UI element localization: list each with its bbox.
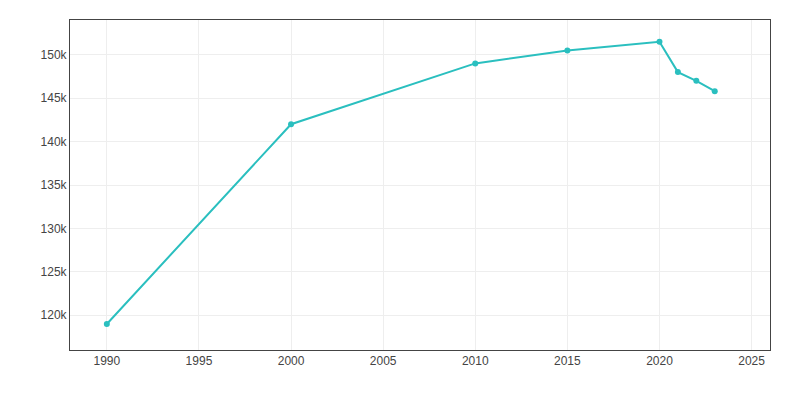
svg-text:2020: 2020 bbox=[646, 354, 673, 368]
svg-text:1990: 1990 bbox=[93, 354, 120, 368]
svg-text:2015: 2015 bbox=[554, 354, 581, 368]
svg-text:2005: 2005 bbox=[370, 354, 397, 368]
svg-text:2010: 2010 bbox=[462, 354, 489, 368]
svg-text:2000: 2000 bbox=[278, 354, 305, 368]
svg-text:2025: 2025 bbox=[738, 354, 765, 368]
svg-text:145k: 145k bbox=[41, 91, 68, 105]
svg-text:150k: 150k bbox=[41, 48, 68, 62]
svg-text:120k: 120k bbox=[41, 308, 68, 322]
svg-text:140k: 140k bbox=[41, 135, 68, 149]
svg-text:125k: 125k bbox=[41, 265, 68, 279]
svg-text:130k: 130k bbox=[41, 222, 68, 236]
svg-text:135k: 135k bbox=[41, 178, 68, 192]
svg-text:1995: 1995 bbox=[186, 354, 213, 368]
